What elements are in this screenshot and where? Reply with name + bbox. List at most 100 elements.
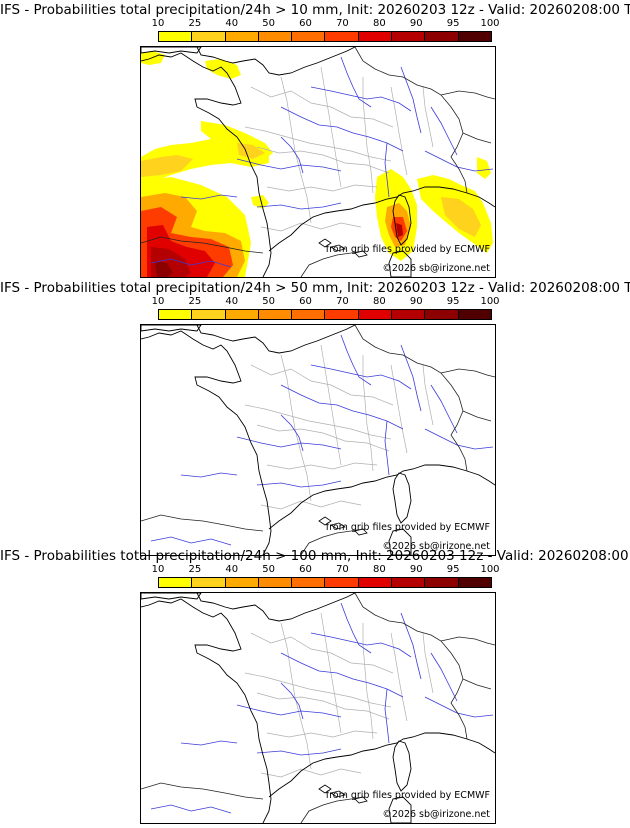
department-line [280,622,312,770]
island-outline [388,250,412,277]
river-line [400,66,422,134]
river-line [430,106,458,156]
island-outline [330,522,346,530]
river-line [256,748,342,756]
colorbar-swatch [225,578,259,587]
river-line [384,688,390,744]
department-line [256,692,390,720]
country-border [300,796,364,823]
river-line [400,612,422,680]
colorbar-tick-label: 10 [151,296,165,307]
colorbar-labels: 10 25 40 50 60 70 80 90 95 100 [152,18,500,30]
country-border [440,90,495,100]
colorbar-tick-label: 40 [225,296,239,307]
country-border [354,593,468,740]
river-line [236,704,342,718]
department-line [266,184,378,192]
rivers [150,602,494,814]
coastline [268,186,495,252]
department-line [266,730,378,738]
colorbar-tick-label: 90 [409,296,423,307]
island-outline [141,47,202,54]
department-line [250,364,394,406]
river-line [310,86,412,112]
coastlines [141,593,495,823]
department-line [280,354,312,502]
colorbar-tick-label: 50 [262,564,276,575]
river-line [180,194,238,200]
island-outline [318,238,332,248]
country-border [440,368,495,378]
map-canvas [141,593,495,823]
copyright-text: ©2026 sb@irizone.net [382,809,490,820]
colorbar-tick-label: 10 [151,564,165,575]
department-line [244,126,392,162]
river-line [310,632,412,658]
department-line [266,462,378,470]
island-outline [318,784,332,794]
colorbar-tick-label: 40 [225,18,239,29]
country-border [300,250,364,277]
precip-area [441,197,481,237]
country-borders [141,593,495,823]
colorbar-tick-label: 60 [299,18,312,29]
colorbar-swatch [192,578,226,587]
colorbar-swatch [258,310,293,319]
colorbar-tick-label: 95 [446,564,460,575]
colorbar-swatch [392,32,426,41]
colorbar [158,31,492,42]
river-line [180,472,238,478]
colorbar-swatch [425,310,459,319]
colorbar-swatch [458,32,491,41]
country-border [300,528,364,555]
colorbar-swatch [225,310,259,319]
colorbar-tick-label: 70 [336,18,349,29]
country-border [462,132,492,144]
river-line [340,56,372,108]
colorbar-labels: 10 25 40 50 60 70 80 90 95 100 [152,296,500,308]
department-line [422,86,434,148]
country-border [141,782,264,800]
colorbar-tick-label: 60 [299,564,312,575]
colorbar-swatch [458,310,491,319]
panel-title: IFS - Probabilities total precipitation/… [0,280,630,296]
coastline [141,52,272,277]
coastline [268,732,495,798]
coastlines [141,325,495,555]
credit-text: from grib files provided by ECMWF [325,790,490,801]
colorbar-tick-label: 100 [480,296,500,307]
colorbar-swatch [258,578,293,587]
department-line [260,500,362,510]
colorbar-swatch [292,310,326,319]
island-outline [318,516,332,526]
colorbar-swatch [325,32,359,41]
colorbar-swatch [192,310,226,319]
department-line [260,768,362,778]
river-line [280,384,404,430]
precip-area [251,195,269,209]
colorbar-tick-label: 25 [188,18,202,29]
country-border [354,47,468,194]
colorbar-swatch [159,578,193,587]
colorbar-tick-label: 70 [336,564,349,575]
river-line [424,696,494,718]
coastline [141,598,272,823]
colorbar-tick-label: 60 [299,296,312,307]
island-outline [388,528,412,555]
river-line [424,428,494,450]
map-area: from grib files provided by ECMWF ©2026 … [140,592,496,824]
island-outline [388,796,412,823]
department-line [422,364,434,426]
panel-title: IFS - Probabilities total precipitation/… [0,548,630,564]
river-line [236,436,342,450]
colorbar-swatch [159,32,193,41]
colorbar-tick-label: 80 [372,296,386,307]
department-line [362,77,374,194]
island-outline [141,325,202,332]
colorbar-swatch [358,32,393,41]
river-line [340,334,372,386]
river-line [340,602,372,654]
precip-area [141,155,193,177]
department-line [362,355,374,472]
country-borders [141,47,495,277]
